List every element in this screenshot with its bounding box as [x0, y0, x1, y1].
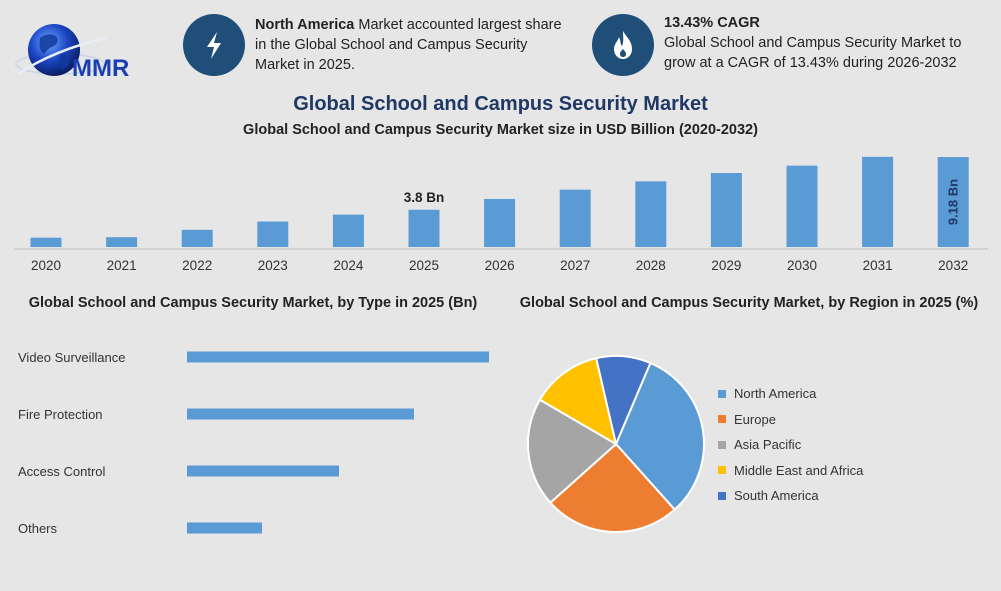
- legend-label: Europe: [734, 411, 776, 427]
- bar-2032: [937, 157, 969, 247]
- legend-item: Middle East and Africa: [718, 462, 863, 480]
- legend-item: North America: [718, 385, 816, 403]
- bar-others: [187, 522, 263, 534]
- x-tick-label: 2026: [485, 258, 515, 273]
- x-tick-label: 2029: [711, 258, 741, 273]
- bar-2027: [559, 189, 591, 247]
- page-title: Global School and Campus Security Market: [293, 93, 708, 115]
- market-size-chart-title: Global School and Campus Security Market…: [243, 122, 758, 138]
- x-tick-label: 2024: [333, 258, 364, 273]
- bar-2021: [106, 237, 138, 247]
- bar-2020: [30, 237, 62, 247]
- category-label: Video Surveillance: [18, 350, 125, 365]
- category-label: Fire Protection: [18, 407, 103, 422]
- type-chart-title: Global School and Campus Security Market…: [28, 295, 478, 311]
- pie-slice-north-america: [614, 361, 705, 512]
- x-tick-label: 2027: [560, 258, 590, 273]
- legend-swatch: [718, 466, 726, 475]
- bar-2026: [484, 198, 516, 247]
- logo-text: MMR: [72, 55, 129, 82]
- highlight-text: Market accounted largest share in the Gl…: [255, 17, 562, 73]
- highlight-bold: 13.43% CAGR: [664, 15, 760, 31]
- legend-swatch: [718, 440, 726, 449]
- type-chart: Video Surveillance Fire Protection Access …: [18, 350, 489, 536]
- pie-slice-middle-east-and-africa: [538, 357, 618, 447]
- bar-2029: [710, 173, 742, 247]
- legend-label: North America: [734, 386, 817, 401]
- data-label: 9.18 Bn: [946, 179, 961, 225]
- x-tick-label: 2023: [258, 258, 288, 273]
- region-chart-title: Global School and Campus Security Market…: [519, 295, 979, 311]
- legend-item: Europe: [718, 411, 776, 429]
- lightning-icon: [183, 14, 245, 76]
- x-tick-label: 2022: [182, 258, 212, 273]
- category-label: Others: [18, 521, 58, 536]
- legend-item: South America: [718, 487, 819, 505]
- highlight-north-america: North America Market accounted largest s…: [255, 15, 575, 75]
- x-tick-label: 2032: [938, 258, 968, 273]
- legend-label: Middle East and Africa: [734, 462, 864, 478]
- highlight-text: Global School and Campus Security Market…: [664, 35, 962, 71]
- bar-2023: [257, 221, 289, 247]
- pie-slice-europe: [548, 442, 677, 533]
- market-size-chart: 2020 2021 2022 2023 2024 2025 3.8 Bn 2026 2027 20…: [14, 156, 988, 273]
- globe-icon: MMR: [15, 24, 129, 82]
- legend-item: Asia Pacific: [718, 436, 801, 454]
- legend-label: South America: [734, 488, 819, 503]
- bar-2031: [862, 156, 894, 247]
- bar-2030: [786, 165, 818, 247]
- x-tick-label: 2020: [31, 258, 61, 273]
- legend-swatch: [718, 415, 726, 424]
- x-tick-label: 2021: [107, 258, 137, 273]
- bar-2024: [332, 214, 364, 247]
- bar-2025: [408, 209, 440, 247]
- legend-swatch: [718, 389, 726, 398]
- pie-slice-south-america: [595, 355, 652, 448]
- x-tick-label: 2025: [409, 258, 439, 273]
- highlight-bold: North America: [255, 17, 355, 33]
- x-tick-label: 2030: [787, 258, 817, 273]
- legend-label: Asia Pacific: [734, 437, 802, 452]
- flame-icon: [592, 14, 654, 76]
- x-tick-label: 2031: [863, 258, 893, 273]
- pie-slice-asia-pacific: [527, 398, 618, 505]
- bar-2022: [181, 229, 213, 247]
- highlight-cagr: 13.43% CAGR Global School and Campus Sec…: [664, 13, 994, 73]
- bar-2028: [635, 181, 667, 247]
- bar-access-control: [187, 465, 339, 477]
- legend-swatch: [718, 491, 726, 500]
- region-pie-chart: [527, 355, 705, 533]
- mmr-logo: MMR: [14, 14, 154, 86]
- data-label: 3.8 Bn: [404, 190, 445, 205]
- bar-video-surveillance: [187, 351, 489, 363]
- category-label: Access Control: [18, 464, 106, 479]
- x-tick-label: 2028: [636, 258, 666, 273]
- bar-fire-protection: [187, 408, 414, 420]
